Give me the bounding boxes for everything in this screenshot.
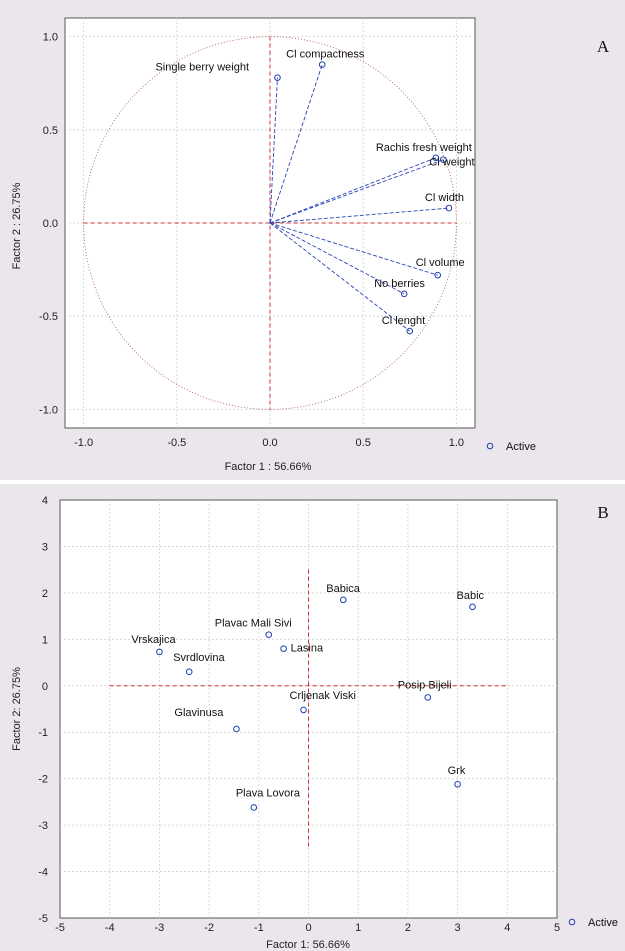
data-label: Cl weight xyxy=(429,157,474,169)
data-point xyxy=(274,74,281,81)
data-label: Cl lenght xyxy=(382,315,425,327)
y-tick-label: -5 xyxy=(38,913,48,925)
data-point xyxy=(300,706,307,714)
x-tick-label: 1.0 xyxy=(449,437,464,449)
legend-label: Active xyxy=(506,441,536,453)
data-label: Cl compactness xyxy=(286,49,365,61)
x-tick-label: -3 xyxy=(155,922,165,934)
y-tick-label: -1 xyxy=(38,727,48,739)
data-point xyxy=(469,603,476,611)
data-point xyxy=(400,290,408,298)
y-tick-label: 2 xyxy=(42,588,48,600)
data-label: Babic xyxy=(457,590,485,602)
scores-chart: -5 -4 -3 -2 -1 0 1 2 3 4 5 -5 -4 -3 -2 -1 0 1 2 3 4 Factor 1:… xyxy=(11,495,618,951)
y-tick-label: -2 xyxy=(38,774,48,786)
x-tick-label: 0 xyxy=(305,922,311,934)
loading-vector xyxy=(269,222,411,332)
data-point xyxy=(265,631,273,638)
x-tick-label: 0.5 xyxy=(356,437,371,449)
data-label: Vrskajica xyxy=(131,634,176,646)
data-label: Grk xyxy=(448,765,466,777)
data-point xyxy=(432,154,440,162)
y-tick-label: 4 xyxy=(42,495,48,507)
x-tick-label: -2 xyxy=(204,922,214,934)
y-tick-label: -4 xyxy=(38,867,48,879)
data-point xyxy=(318,61,326,68)
y-axis-title: Factor 2: 26.75% xyxy=(11,667,23,751)
data-label: Posip Bijeli xyxy=(398,679,452,691)
legend-label: Active xyxy=(588,917,618,929)
data-label: No berries xyxy=(374,278,425,290)
x-tick-label: -4 xyxy=(105,922,115,934)
data-label: Rachis fresh weight xyxy=(376,142,472,154)
x-tick-label: 4 xyxy=(504,922,510,934)
x-tick-label: -1.0 xyxy=(74,437,93,449)
data-label: Cl width xyxy=(425,192,464,204)
data-point xyxy=(406,327,414,335)
x-tick-label: 3 xyxy=(455,922,461,934)
data-point xyxy=(424,694,432,701)
data-point xyxy=(156,648,163,656)
data-label: Single berry weight xyxy=(155,62,249,74)
data-point xyxy=(185,668,193,676)
data-label: Svrdlovina xyxy=(173,652,225,664)
data-point xyxy=(434,271,442,279)
loadings-chart: -1.0 -0.5 0.0 0.5 1.0 -1.0 -0.5 0.0 0.5 1.0 Factor… xyxy=(11,17,610,473)
loading-vector xyxy=(269,222,438,276)
x-tick-label: -0.5 xyxy=(167,437,186,449)
y-tick-label: 0 xyxy=(42,681,48,693)
data-label: Glavinusa xyxy=(174,707,224,719)
data-point xyxy=(440,156,447,163)
pca-scores-panel: -5 -4 -3 -2 -1 0 1 2 3 4 5 -5 -4 -3 -2 -1 0 1 2 3 4 Factor 1:… xyxy=(0,484,625,951)
data-point xyxy=(454,780,461,788)
data-point xyxy=(233,725,240,733)
data-point xyxy=(339,596,347,604)
data-point xyxy=(250,804,258,811)
x-axis-title: Factor 1 : 56.66% xyxy=(225,461,312,473)
x-axis-title: Factor 1: 56.66% xyxy=(266,939,350,951)
loading-vector xyxy=(269,222,405,295)
panel-label: B xyxy=(597,503,608,522)
loading-vector xyxy=(269,77,278,224)
data-label: Plava Lovora xyxy=(236,787,301,799)
data-point xyxy=(445,204,453,212)
data-label: Plavac Mali Sivi xyxy=(215,618,292,630)
y-axis-title: Factor 2 : 26.75% xyxy=(11,182,23,269)
data-label: Babica xyxy=(326,583,361,595)
y-tick-label: 0.0 xyxy=(43,218,58,230)
x-tick-label: -1 xyxy=(254,922,264,934)
y-tick-label: -1.0 xyxy=(39,404,58,416)
x-tick-label: 1 xyxy=(355,922,361,934)
x-tick-label: 0.0 xyxy=(262,437,277,449)
y-tick-label: 3 xyxy=(42,541,48,553)
x-tick-label: -5 xyxy=(55,922,65,934)
legend-marker xyxy=(486,442,494,450)
y-tick-label: 0.5 xyxy=(43,125,58,137)
x-tick-label: 5 xyxy=(554,922,560,934)
y-tick-label: -3 xyxy=(38,820,48,832)
y-tick-label: 1 xyxy=(42,634,48,646)
data-label: Lasina xyxy=(291,643,324,655)
legend-marker xyxy=(568,918,576,926)
y-tick-label: -0.5 xyxy=(39,311,58,323)
loading-vector xyxy=(269,64,323,224)
data-label: Cl volume xyxy=(416,257,465,269)
x-tick-label: 2 xyxy=(405,922,411,934)
y-tick-label: 1.0 xyxy=(43,32,58,44)
data-point xyxy=(280,645,287,652)
data-label: Crljenak Viski xyxy=(290,690,356,702)
loading-vector xyxy=(269,159,444,224)
panel-label: A xyxy=(597,37,610,56)
pca-loadings-panel: -1.0 -0.5 0.0 0.5 1.0 -1.0 -0.5 0.0 0.5 1.0 Factor… xyxy=(0,0,625,480)
